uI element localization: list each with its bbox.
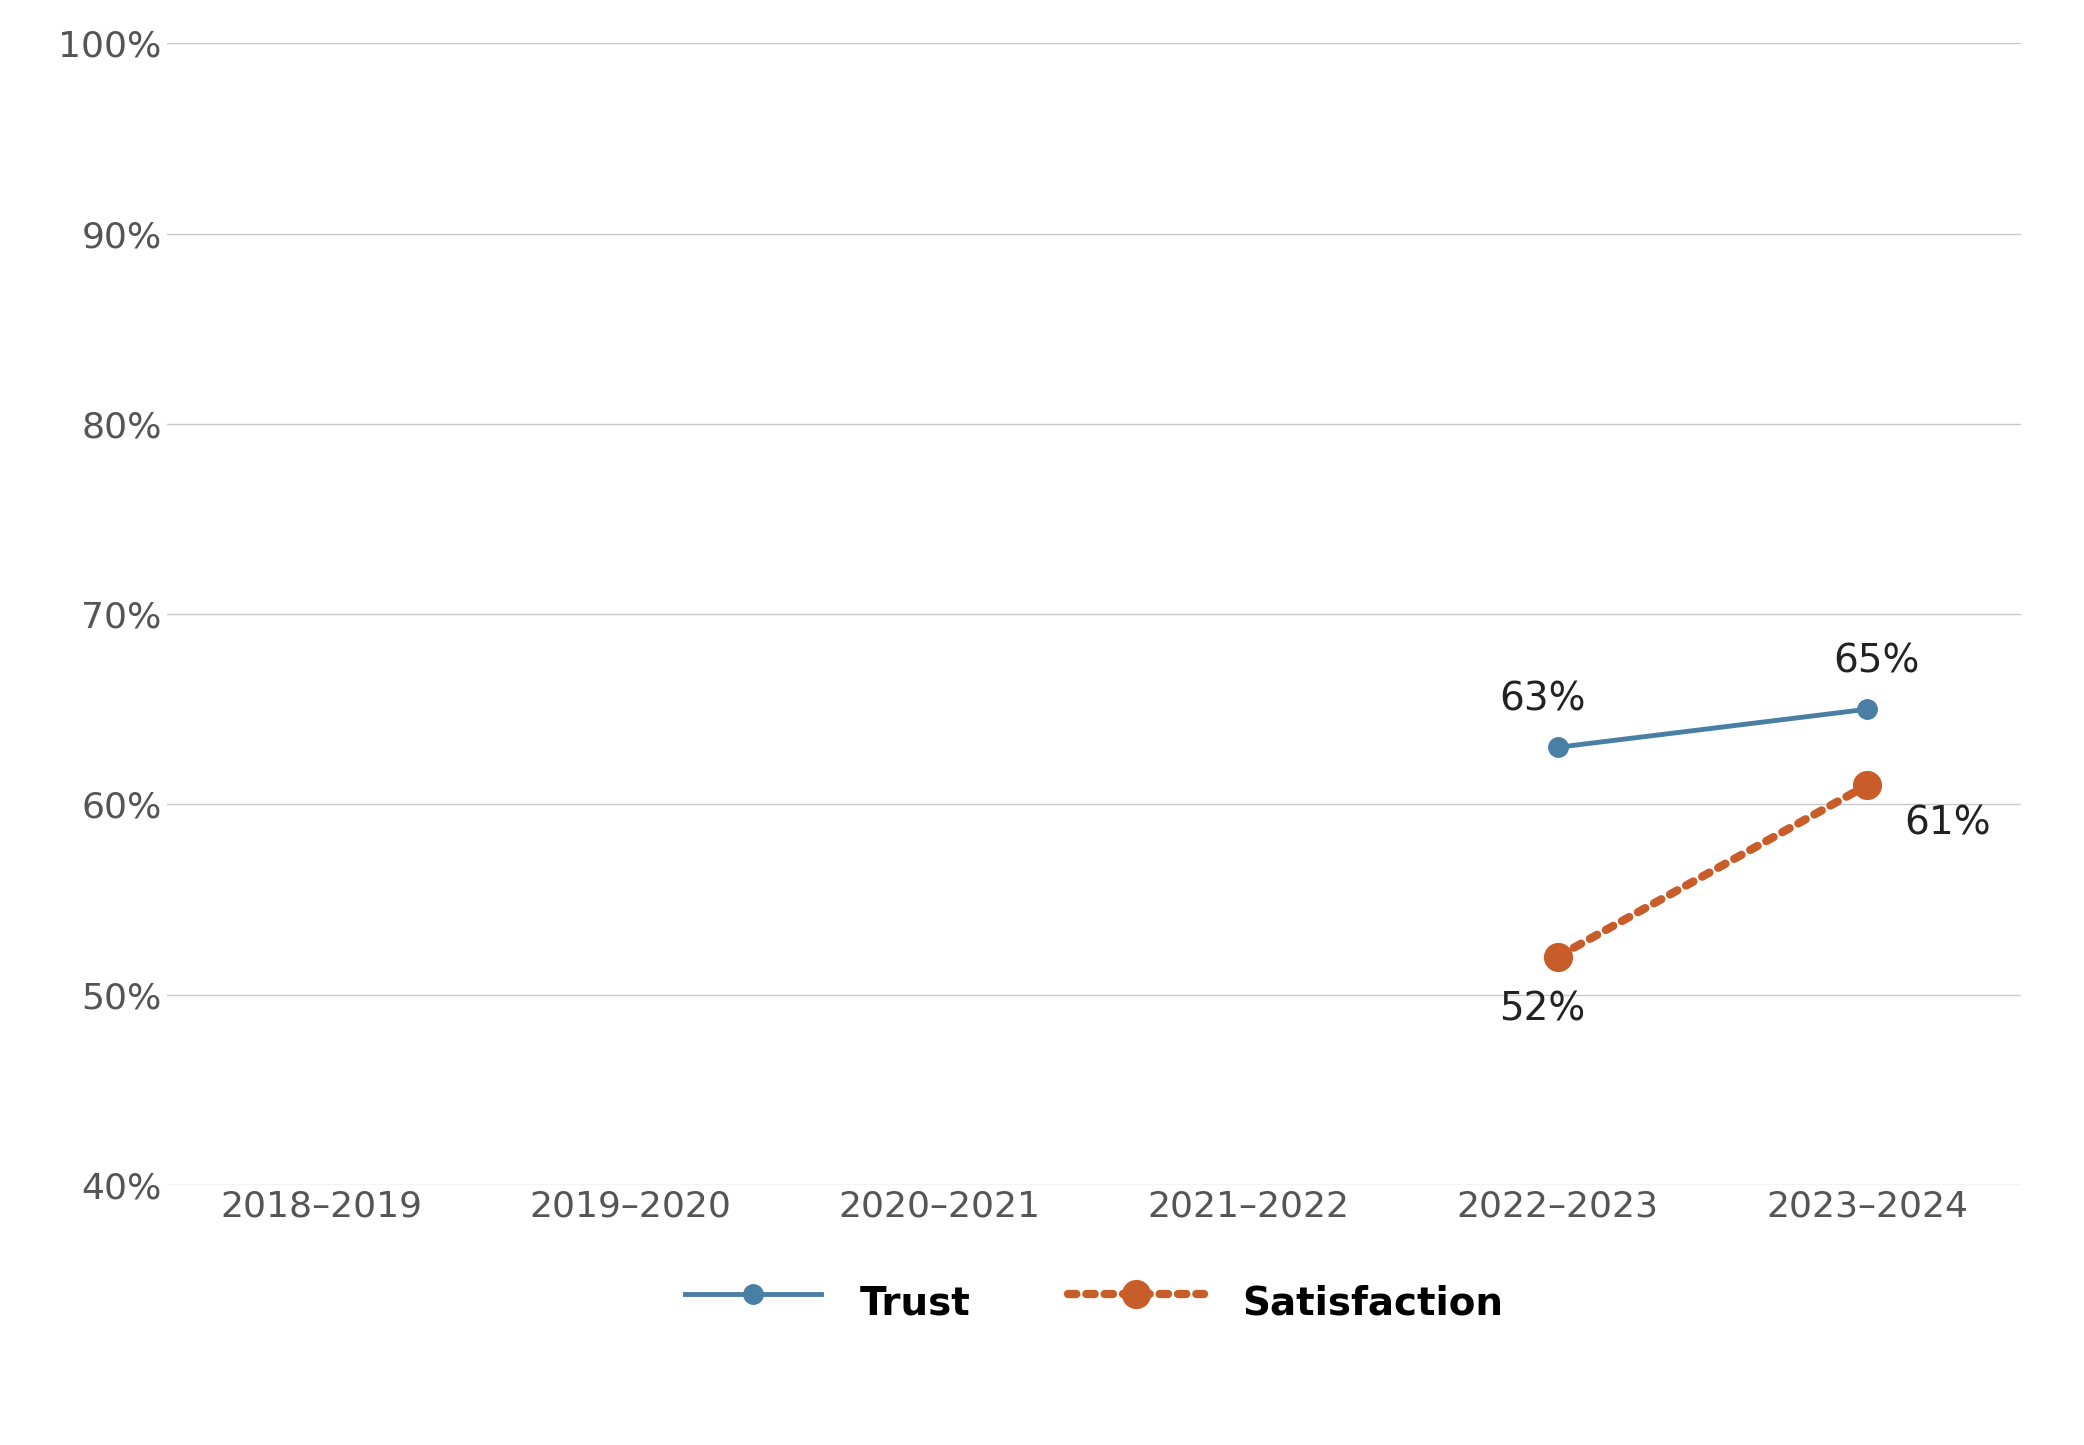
Text: 65%: 65% — [1834, 643, 1919, 681]
Text: 61%: 61% — [1905, 805, 1990, 842]
Text: 63%: 63% — [1498, 681, 1586, 718]
Text: 52%: 52% — [1498, 991, 1586, 1029]
Legend: Trust, Satisfaction: Trust, Satisfaction — [669, 1257, 1519, 1348]
